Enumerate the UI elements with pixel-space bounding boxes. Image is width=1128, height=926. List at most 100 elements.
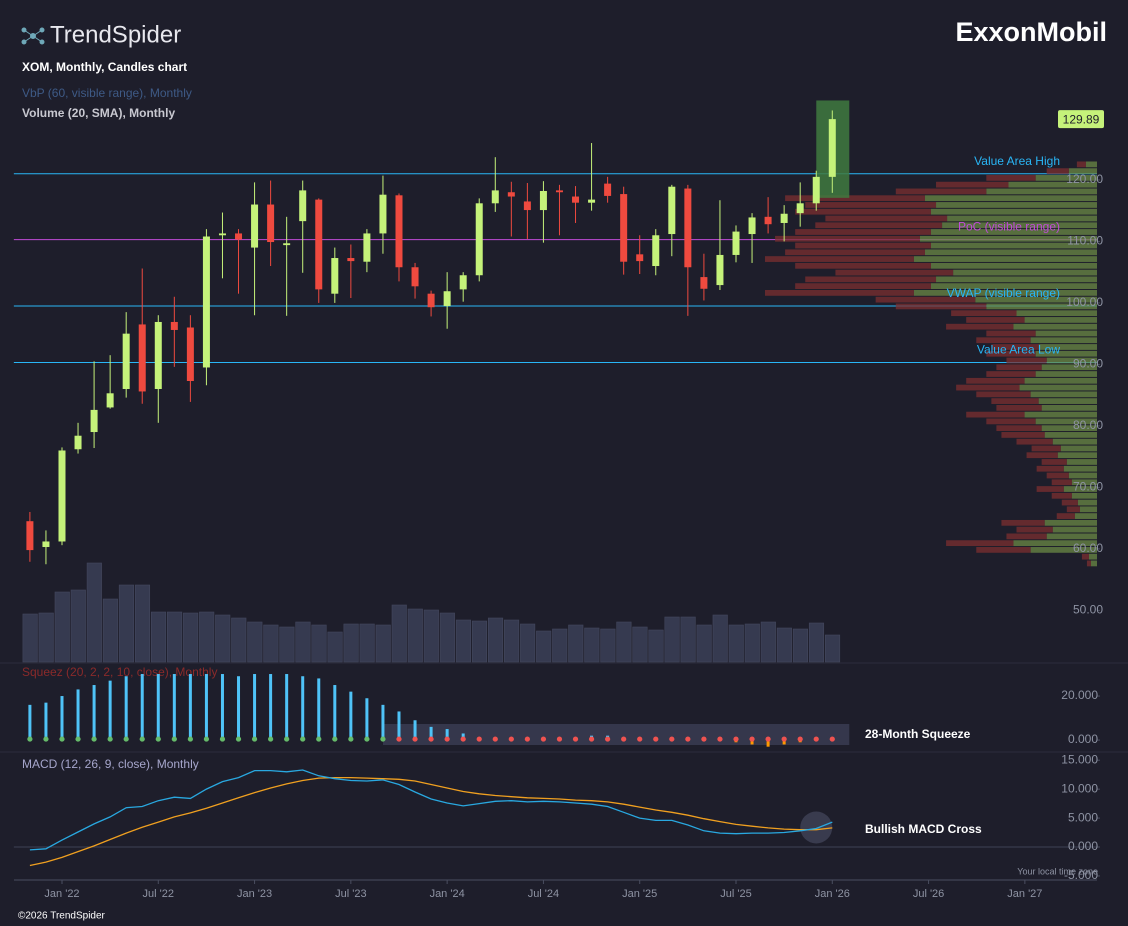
y-tick-label: 15.000 [1061, 752, 1098, 766]
candle-body [202, 236, 210, 368]
squeeze-dot [123, 736, 129, 742]
candle-body [379, 194, 387, 234]
squeeze-bar [317, 678, 321, 741]
y-tick-label: -5.000 [1064, 868, 1098, 882]
volume-bar [391, 604, 407, 663]
profile-down [1001, 519, 1045, 526]
squeeze-bar [782, 740, 786, 745]
volume-bar [247, 621, 263, 663]
candle-body [523, 201, 531, 211]
squeeze-dot [685, 736, 691, 742]
profile-down [1031, 445, 1061, 452]
candle-body [186, 327, 194, 381]
squeeze-dot [268, 736, 274, 742]
profile-up [1090, 560, 1097, 567]
profile-up [1041, 364, 1097, 371]
squeeze-bar [76, 689, 80, 741]
volume-bar [455, 619, 471, 663]
squeeze-dot [797, 736, 803, 742]
volume-bar [54, 591, 70, 663]
profile-down [815, 222, 943, 229]
profile-down [986, 371, 1036, 377]
profile-up [1063, 486, 1097, 492]
candle-body [331, 258, 339, 294]
volume-bar [504, 619, 520, 663]
x-tick-label: Jan '22 [44, 888, 79, 900]
profile-down [1041, 459, 1067, 465]
profile-down [1081, 553, 1089, 560]
profile-down [795, 208, 931, 215]
candle-body [74, 435, 82, 450]
profile-up [919, 235, 1097, 242]
profile-up [1035, 418, 1097, 425]
candle-body [828, 119, 836, 177]
volume-bar [279, 626, 295, 663]
x-tick-label: Jan '24 [430, 888, 465, 900]
indicator-title: Volume (20, SMA), Monthly [22, 106, 175, 120]
squeeze-dot [364, 736, 370, 742]
profile-down [1086, 560, 1091, 567]
profile-down [1036, 465, 1064, 472]
profile-down [785, 195, 925, 202]
profile-up [1068, 168, 1097, 175]
y-tick-label: 90.00 [1073, 357, 1103, 371]
squeeze-bar [140, 674, 144, 741]
squeeze-dot [348, 736, 354, 742]
candle-body [780, 213, 788, 223]
profile-down [1051, 479, 1072, 486]
profile-down [996, 425, 1042, 432]
candle-body [411, 267, 419, 287]
candle-body [267, 204, 275, 243]
volume-bar [568, 624, 584, 663]
volume-bar [616, 621, 632, 663]
squeeze-bar [301, 676, 305, 741]
profile-up [1013, 323, 1097, 330]
candle-body [764, 216, 772, 225]
squeeze-dot [235, 736, 242, 742]
squeeze-bar [381, 704, 385, 741]
squeeze-dot [139, 736, 145, 742]
profile-up [986, 188, 1097, 195]
squeeze-dot [765, 736, 771, 742]
squeeze-dot [300, 736, 306, 742]
squeeze-bar [220, 674, 224, 741]
squeeze-dot [653, 736, 659, 742]
indicator-title: MACD (12, 26, 9, close), Monthly [22, 757, 199, 771]
x-tick-label: Jul '26 [913, 888, 944, 900]
volume-bar [728, 624, 744, 663]
squeeze-dot [621, 736, 627, 742]
macd-line [29, 769, 833, 851]
squeeze-dot [637, 736, 643, 742]
profile-down [956, 384, 1020, 391]
volume-bar [632, 626, 648, 663]
profile-down [976, 547, 1031, 553]
candle-body [475, 203, 483, 276]
profile-down [895, 303, 987, 310]
squeeze-dot [27, 736, 33, 742]
squeeze-bar [750, 740, 754, 745]
y-tick-label: 50.00 [1073, 603, 1103, 617]
squeeze-bar [285, 674, 289, 741]
squeeze-dot [572, 736, 579, 742]
candle-body [58, 450, 66, 542]
candle-body [26, 521, 34, 551]
profile-down [895, 188, 987, 195]
signal-line [29, 776, 833, 867]
candle-body [154, 321, 162, 389]
profile-up [1019, 384, 1097, 391]
squeeze-dot [187, 736, 193, 742]
indicator-title: VbP (60, visible range), Monthly [22, 86, 192, 100]
x-tick-label: Jul '25 [720, 888, 751, 900]
volume-bar [22, 613, 38, 663]
x-tick-label: Jan '23 [237, 888, 272, 900]
profile-up [1035, 175, 1097, 181]
squeeze-dot [59, 736, 65, 742]
volume-bar [263, 624, 279, 663]
candle-body [170, 321, 178, 330]
annotation: 28-Month Squeeze [865, 727, 971, 741]
profile-up [1044, 519, 1097, 526]
squeeze-dot [781, 736, 787, 742]
profile-up [1030, 391, 1097, 398]
profile-up [1066, 459, 1097, 465]
profile-up [913, 256, 1097, 262]
